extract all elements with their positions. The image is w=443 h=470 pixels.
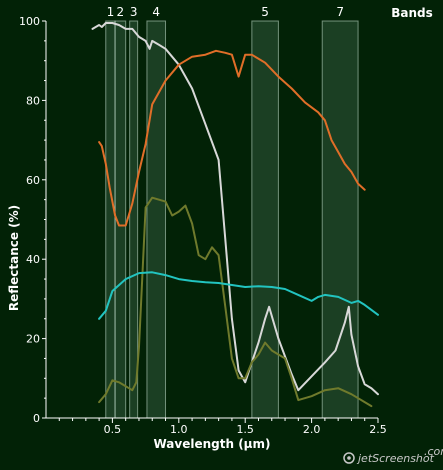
- y-tick-label-20: 20: [26, 333, 40, 346]
- band-3-label: 3: [130, 5, 138, 19]
- x-tick-label-1.5: 1.5: [236, 423, 254, 436]
- y-tick-label-0: 0: [33, 412, 40, 425]
- watermark-logo-icon: [343, 452, 355, 464]
- bands-title: Bands: [391, 6, 433, 20]
- band-1-label: 1: [107, 5, 115, 19]
- band-2-label: 2: [117, 5, 125, 19]
- y-axis-title: Reflectance (%): [7, 205, 21, 311]
- y-tick-label-80: 80: [26, 94, 40, 107]
- x-tick-label-2.0: 2.0: [303, 423, 321, 436]
- x-axis-title: Wavelength (µm): [153, 437, 270, 451]
- y-tick-label-100: 100: [19, 15, 40, 28]
- watermark-suffix: .com: [424, 445, 443, 458]
- y-tick-label-60: 60: [26, 174, 40, 187]
- band-3-region: [129, 20, 139, 419]
- spectral-bands: [105, 20, 359, 419]
- watermark-text: jetScreenshot: [356, 452, 435, 465]
- band-1-region: [105, 20, 116, 419]
- band-5-label: 5: [261, 5, 269, 19]
- series-line-1: [91, 22, 379, 396]
- band-4-region: [146, 20, 167, 419]
- series-line-2: [98, 49, 366, 227]
- x-tick-label-0.5: 0.5: [104, 423, 122, 436]
- band-4-label: 4: [152, 5, 160, 19]
- ticks: 0 20 40 60 80 100 0.5 1.0 1.5 2.0 2.5: [19, 15, 387, 436]
- series-line-4: [98, 271, 379, 320]
- band-7-label: 7: [336, 5, 344, 19]
- y-tick-label-40: 40: [26, 253, 40, 266]
- series-line-3: [98, 196, 373, 408]
- x-tick-label-1.0: 1.0: [170, 423, 188, 436]
- x-tick-label-2.5: 2.5: [369, 423, 387, 436]
- watermark: jetScreenshot .com: [343, 445, 443, 465]
- reflectance-series: [91, 22, 379, 408]
- band-7-region: [321, 20, 359, 419]
